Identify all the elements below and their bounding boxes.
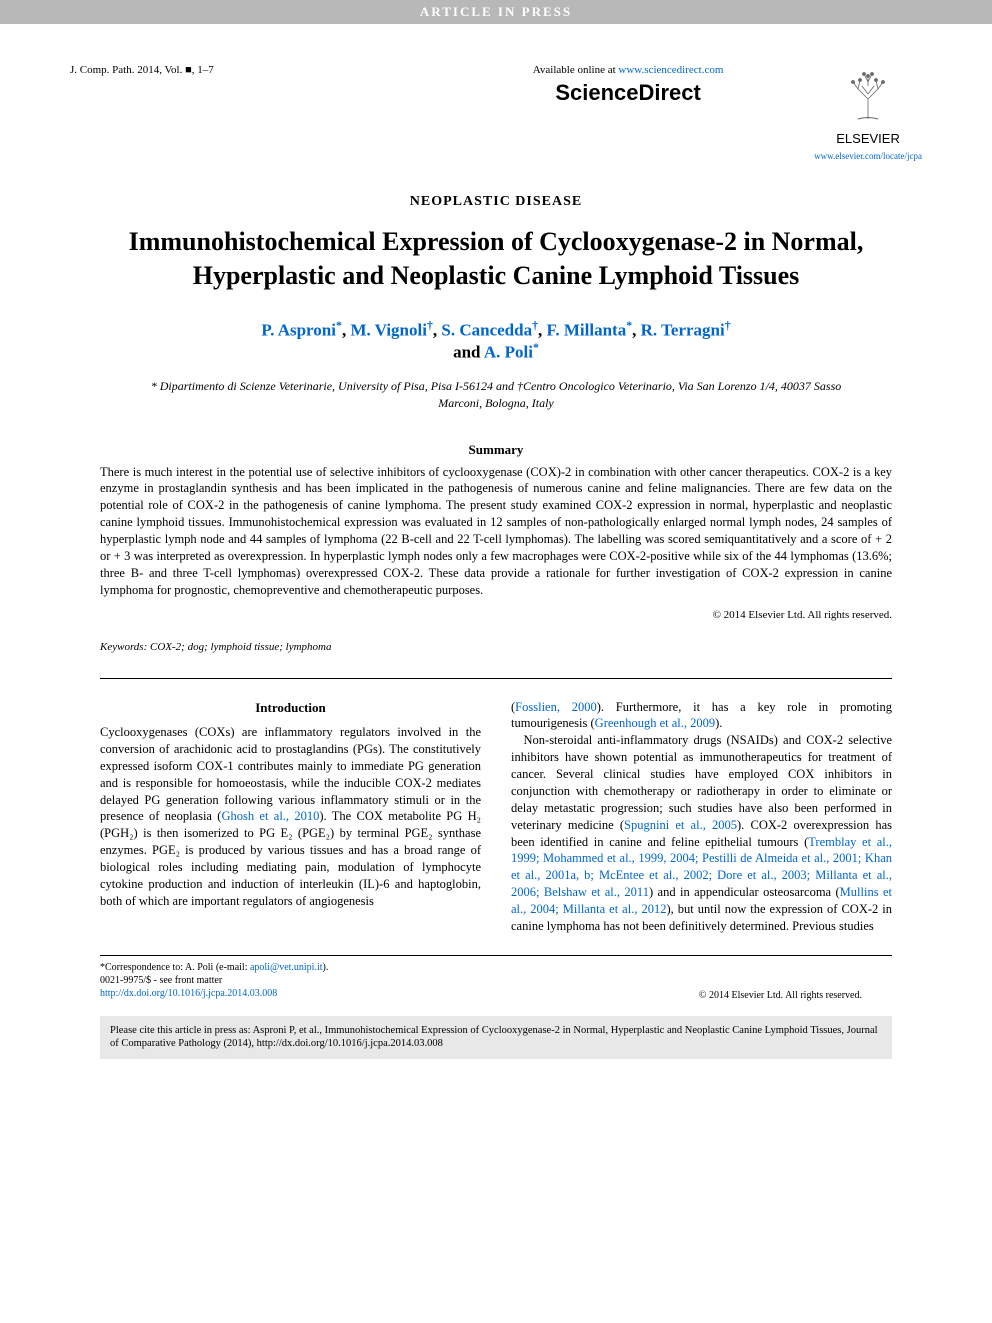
article-in-press-banner: ARTICLE IN PRESS — [0, 0, 992, 24]
issn-line: 0021-9975/$ - see front matter — [100, 975, 277, 986]
sciencedirect-logo: ScienceDirect — [442, 80, 814, 106]
correspondence-footnote: *Correspondence to: A. Poli (e-mail: apo… — [100, 962, 892, 973]
left-column: Introduction Cyclooxygenases (COXs) are … — [100, 699, 481, 935]
authors-block: P. Asproni*, M. Vignoli†, S. Cancedda†, … — [70, 318, 922, 363]
ref-ghosh-link[interactable]: Ghosh et al., 2010 — [221, 809, 319, 823]
body-columns: Introduction Cyclooxygenases (COXs) are … — [100, 699, 892, 935]
author-cancedda[interactable]: S. Cancedda — [441, 320, 532, 339]
summary-heading: Summary — [70, 442, 922, 458]
affiliations: * Dipartimento di Scienze Veterinarie, U… — [130, 378, 862, 412]
author-terragni-affil[interactable]: † — [725, 318, 731, 332]
author-asproni[interactable]: P. Asproni — [261, 320, 336, 339]
author-asproni-affil[interactable]: * — [336, 318, 342, 332]
author-millanta[interactable]: F. Millanta — [547, 320, 627, 339]
bottom-copyright: © 2014 Elsevier Ltd. All rights reserved… — [699, 990, 862, 1001]
available-online-text: Available online at www.sciencedirect.co… — [442, 64, 814, 76]
ref-greenhough-link[interactable]: Greenhough et al., 2009 — [595, 716, 715, 730]
ref-spugnini-link[interactable]: Spugnini et al., 2005 — [624, 818, 737, 832]
right-column: (Fosslien, 2000). Furthermore, it has a … — [511, 699, 892, 935]
author-poli[interactable]: A. Poli — [484, 343, 533, 362]
summary-copyright: © 2014 Elsevier Ltd. All rights reserved… — [100, 609, 892, 621]
author-terragni[interactable]: R. Terragni — [641, 320, 725, 339]
elsevier-block: ELSEVIER www.elsevier.com/locate/jcpa — [814, 64, 922, 164]
and-text: and — [453, 343, 484, 362]
author-vignoli-affil[interactable]: † — [427, 318, 433, 332]
elsevier-journal-link[interactable]: www.elsevier.com/locate/jcpa — [814, 151, 922, 161]
intro-paragraph-1: Cyclooxygenases (COXs) are inflammatory … — [100, 724, 481, 910]
intro-paragraph-1-cont: (Fosslien, 2000). Furthermore, it has a … — [511, 699, 892, 733]
citation-box: Please cite this article in press as: As… — [100, 1016, 892, 1059]
footnotes-block: *Correspondence to: A. Poli (e-mail: apo… — [100, 955, 892, 1001]
section-divider — [100, 678, 892, 679]
elsevier-name: ELSEVIER — [814, 131, 922, 146]
header-row: J. Comp. Path. 2014, Vol. ■, 1–7 Availab… — [70, 64, 922, 164]
section-label: NEOPLASTIC DISEASE — [70, 194, 922, 210]
sciencedirect-url-link[interactable]: www.sciencedirect.com — [618, 64, 723, 76]
center-header: Available online at www.sciencedirect.co… — [442, 64, 814, 106]
keywords-block: Keywords: COX-2; dog; lymphoid tissue; l… — [100, 641, 892, 653]
page-content: J. Comp. Path. 2014, Vol. ■, 1–7 Availab… — [0, 24, 992, 1079]
journal-reference: J. Comp. Path. 2014, Vol. ■, 1–7 — [70, 64, 442, 76]
author-millanta-affil[interactable]: * — [626, 318, 632, 332]
summary-text: There is much interest in the potential … — [100, 464, 892, 599]
author-poli-affil[interactable]: * — [533, 340, 539, 354]
author-cancedda-affil[interactable]: † — [532, 318, 538, 332]
doi-link[interactable]: http://dx.doi.org/10.1016/j.jcpa.2014.03… — [100, 988, 277, 999]
author-vignoli[interactable]: M. Vignoli — [350, 320, 427, 339]
introduction-heading: Introduction — [100, 699, 481, 717]
correspondence-email-link[interactable]: apoli@vet.unipi.it — [250, 962, 323, 973]
intro-paragraph-2: Non-steroidal anti-inflammatory drugs (N… — [511, 732, 892, 935]
ref-fosslien-link[interactable]: Fosslien, 2000 — [515, 700, 597, 714]
article-title: Immunohistochemical Expression of Cycloo… — [110, 225, 882, 293]
keywords-label: Keywords: — [100, 641, 147, 653]
keywords-list: COX-2; dog; lymphoid tissue; lymphoma — [147, 641, 331, 653]
elsevier-tree-icon — [838, 64, 898, 129]
